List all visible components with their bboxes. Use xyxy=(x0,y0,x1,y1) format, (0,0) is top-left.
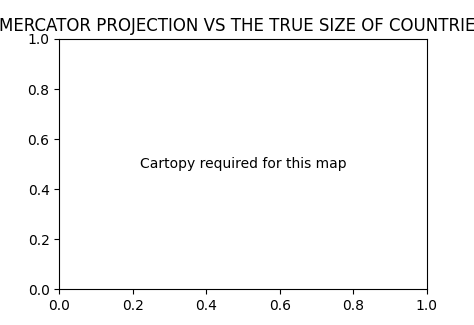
Text: Cartopy required for this map: Cartopy required for this map xyxy=(140,157,346,171)
Title: MERCATOR PROJECTION VS THE TRUE SIZE OF COUNTRIES: MERCATOR PROJECTION VS THE TRUE SIZE OF … xyxy=(0,17,474,35)
